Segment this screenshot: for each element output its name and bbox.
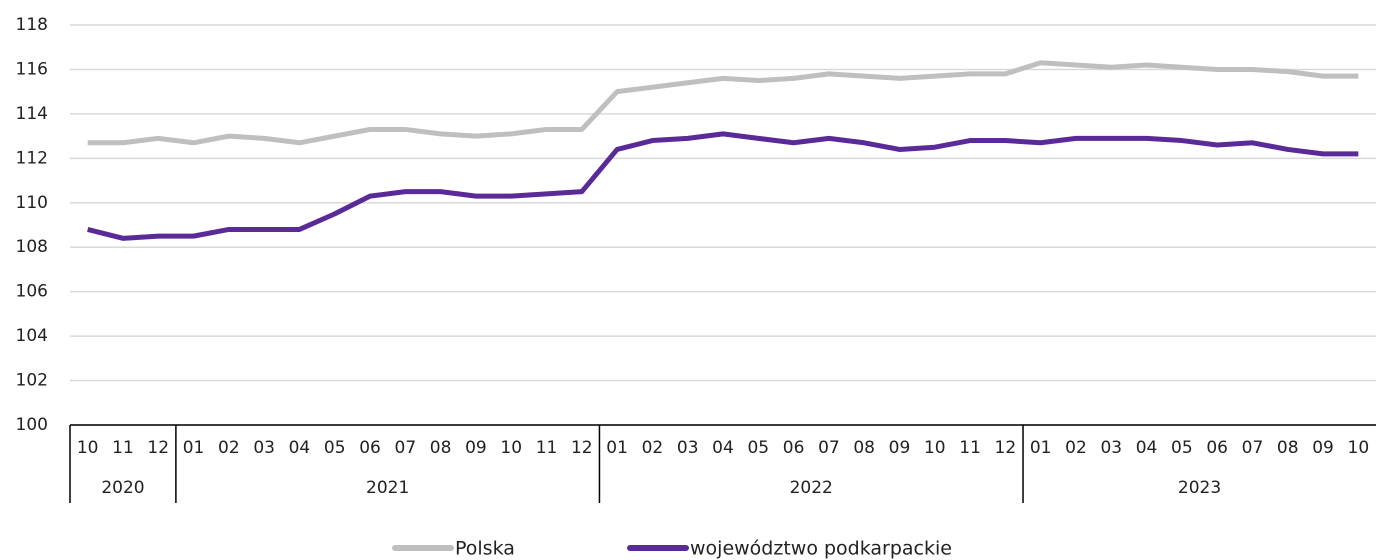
legend-label: Polska <box>455 538 515 560</box>
legend-label: województwo podkarpackie <box>690 538 952 560</box>
y-tick-label: 102 <box>16 371 48 391</box>
x-tick-label: 10 <box>1348 438 1370 458</box>
y-tick-label: 118 <box>16 15 48 35</box>
x-tick-label: 09 <box>1312 438 1334 458</box>
x-tick-label: 11 <box>536 438 558 458</box>
x-tick-label: 10 <box>77 438 99 458</box>
group-label: 2023 <box>1178 478 1221 498</box>
x-tick-label: 05 <box>324 438 346 458</box>
group-label: 2022 <box>790 478 833 498</box>
x-tick-label: 05 <box>1171 438 1193 458</box>
y-tick-label: 100 <box>16 415 48 435</box>
x-tick-label: 03 <box>253 438 275 458</box>
group-label: 2021 <box>366 478 409 498</box>
x-tick-label: 12 <box>147 438 169 458</box>
y-tick-label: 104 <box>16 326 48 346</box>
x-tick-label: 07 <box>818 438 840 458</box>
y-tick-label: 106 <box>16 282 48 302</box>
x-tick-label: 08 <box>853 438 875 458</box>
x-tick-label: 04 <box>289 438 311 458</box>
y-tick-label: 116 <box>16 59 48 79</box>
x-tick-label: 06 <box>359 438 381 458</box>
y-tick-label: 114 <box>16 104 48 124</box>
x-tick-label: 08 <box>1277 438 1299 458</box>
group-label: 2020 <box>101 478 144 498</box>
y-tick-label: 112 <box>16 148 48 168</box>
x-tick-label: 08 <box>430 438 452 458</box>
x-tick-label: 12 <box>995 438 1017 458</box>
x-tick-label: 01 <box>183 438 205 458</box>
x-tick-label: 11 <box>112 438 134 458</box>
x-tick-label: 06 <box>783 438 805 458</box>
x-tick-label: 04 <box>712 438 734 458</box>
x-tick-label: 07 <box>395 438 417 458</box>
x-tick-label: 03 <box>1100 438 1122 458</box>
x-tick-label: 10 <box>924 438 946 458</box>
x-tick-label: 11 <box>959 438 981 458</box>
x-tick-label: 02 <box>1065 438 1087 458</box>
x-tick-label: 09 <box>465 438 487 458</box>
x-tick-label: 05 <box>747 438 769 458</box>
x-tick-label: 06 <box>1206 438 1228 458</box>
series-line <box>87 131 1359 241</box>
x-tick-label: 02 <box>218 438 240 458</box>
series-line <box>87 60 1359 146</box>
x-tick-label: 12 <box>571 438 593 458</box>
x-tick-label: 02 <box>642 438 664 458</box>
x-tick-label: 09 <box>889 438 911 458</box>
y-tick-label: 110 <box>16 193 48 213</box>
x-tick-label: 03 <box>677 438 699 458</box>
x-tick-label: 04 <box>1136 438 1158 458</box>
x-tick-label: 01 <box>1030 438 1052 458</box>
x-tick-label: 07 <box>1242 438 1264 458</box>
y-tick-label: 108 <box>16 237 48 257</box>
x-tick-label: 10 <box>500 438 522 458</box>
x-tick-label: 01 <box>606 438 628 458</box>
